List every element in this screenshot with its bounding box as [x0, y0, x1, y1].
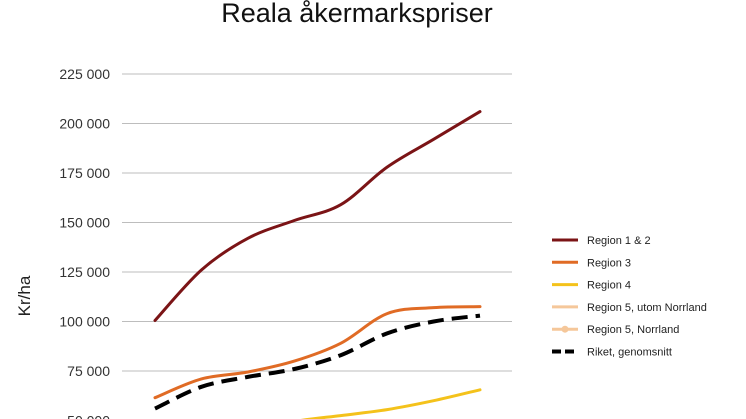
series-line: [300, 388, 482, 419]
y-tick-label: 175 000: [59, 165, 110, 181]
y-tick-label: 100 000: [59, 314, 110, 330]
y-tick-labels: 50 000 75 000 100 000 125 000 150 000 175 000…: [59, 66, 110, 419]
series-line: [153, 110, 482, 322]
series-line: [153, 305, 482, 400]
legend-label: Region 5, utom Norrland: [587, 302, 707, 314]
legend: Region 1 & 2 Region 3 Region 4 Region 5, ut…: [552, 235, 707, 359]
gridlines: [122, 73, 512, 372]
chart-title: Reala åkermarkspriser: [221, 0, 493, 28]
legend-label: Region 3: [587, 257, 631, 269]
y-axis-label: Kr/ha: [15, 275, 34, 316]
y-tick-label: 225 000: [59, 66, 110, 82]
legend-label: Riket, genomsnitt: [587, 347, 672, 359]
legend-label: Region 1 & 2: [587, 235, 651, 247]
y-tick-label: 75 000: [67, 363, 110, 379]
y-tick-label: 200 000: [59, 116, 110, 132]
series-lines: [153, 110, 482, 419]
legend-label: Region 5, Norrland: [587, 324, 679, 336]
y-tick-label: 125 000: [59, 264, 110, 280]
y-tick-label: 150 000: [59, 215, 110, 231]
y-tick-label: 50 000: [67, 413, 110, 419]
legend-label: Region 4: [587, 280, 631, 292]
legend-marker: [561, 325, 569, 333]
series-line: [154, 313, 481, 411]
